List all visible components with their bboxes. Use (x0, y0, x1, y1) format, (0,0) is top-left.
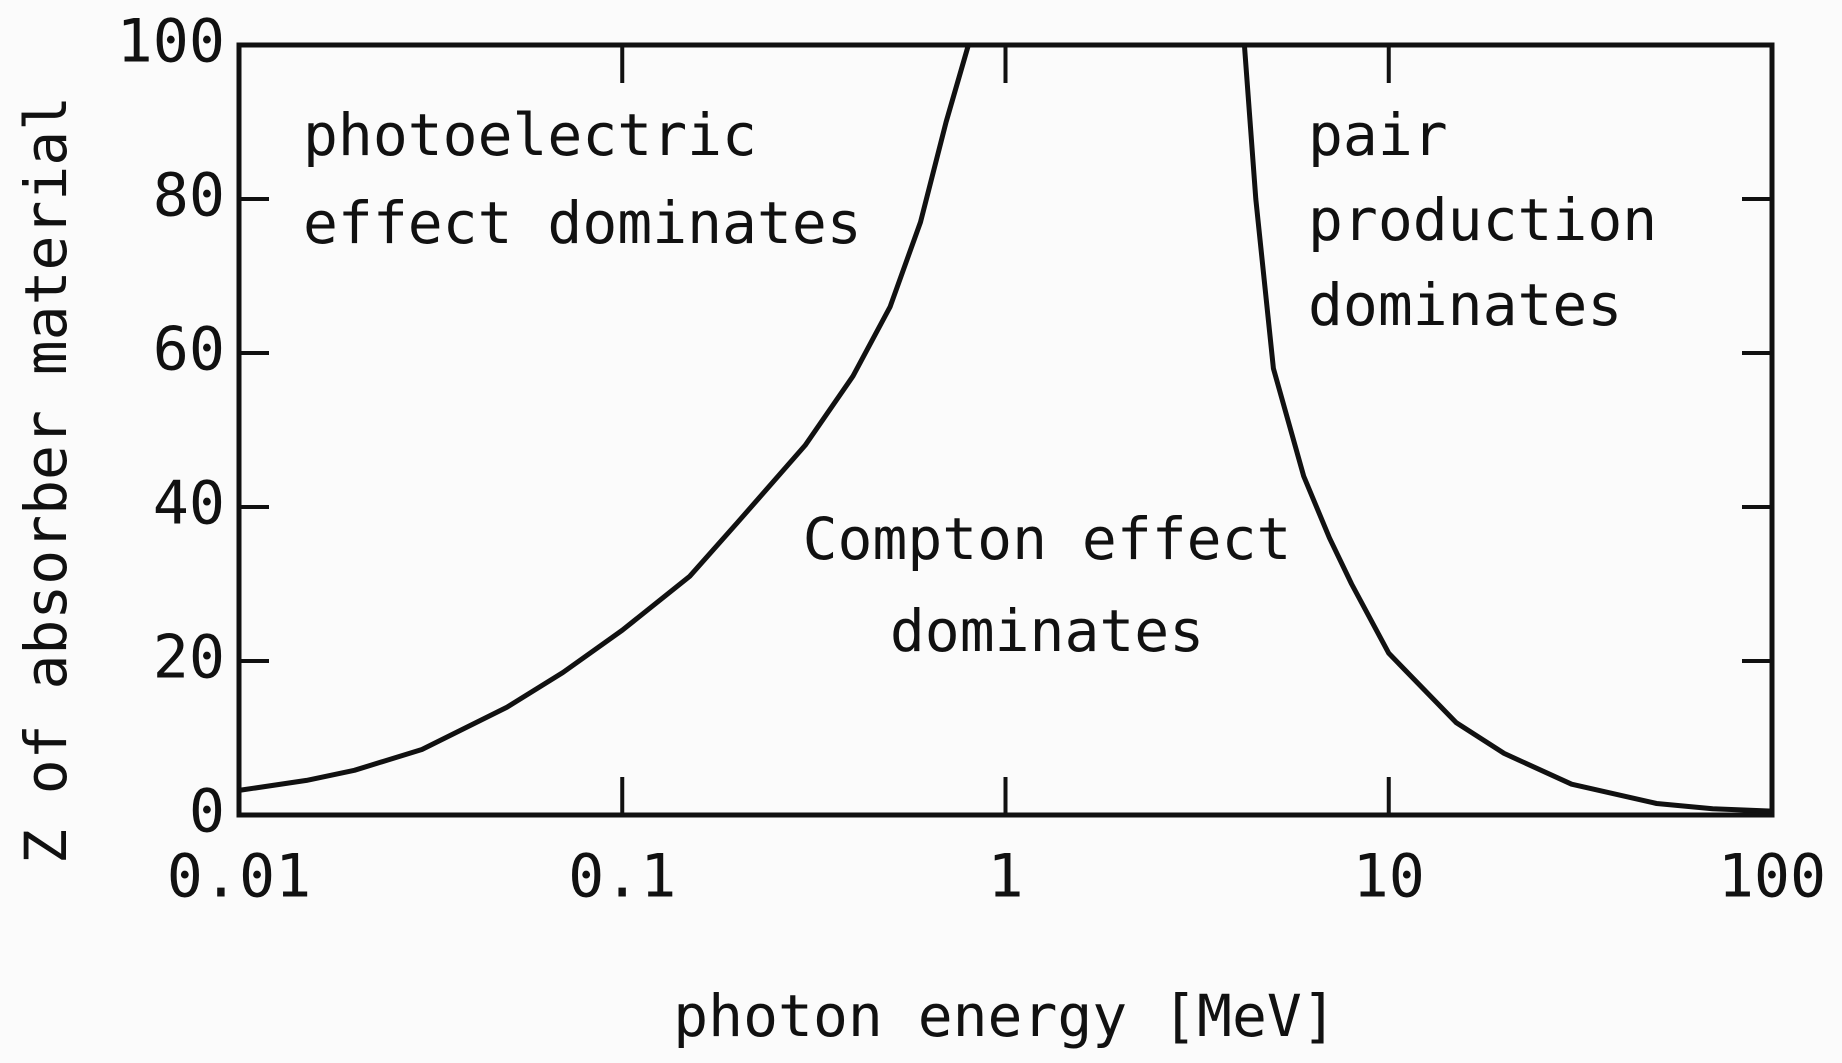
y-tick-label: 20 (153, 623, 225, 693)
annotation: dominates (1308, 271, 1622, 339)
x-tick-label: 0.01 (167, 842, 312, 912)
annotation: photoelectric (303, 101, 757, 169)
y-tick-label: 40 (153, 469, 225, 539)
y-tick-label: 60 (153, 315, 225, 385)
annotation: pair (1308, 101, 1448, 169)
annotation: Compton effect (803, 505, 1292, 573)
y-tick-label: 100 (117, 7, 225, 77)
y-tick-label: 80 (153, 161, 225, 231)
boundary-line (238, 44, 971, 793)
annotation: dominates (890, 597, 1204, 665)
annotation: production (1308, 186, 1657, 254)
x-tick-label: 1 (987, 842, 1023, 912)
x-tick-label: 100 (1718, 842, 1826, 912)
boundary-line (1241, 44, 1773, 814)
annotation: effect dominates (303, 189, 862, 257)
y-tick-label: 0 (189, 777, 225, 847)
x-tick-label: 10 (1353, 842, 1425, 912)
y-axis-label: Z of absorber material (12, 96, 80, 864)
x-tick-label: 0.1 (568, 842, 676, 912)
x-axis-label: photon energy [MeV] (673, 982, 1336, 1050)
